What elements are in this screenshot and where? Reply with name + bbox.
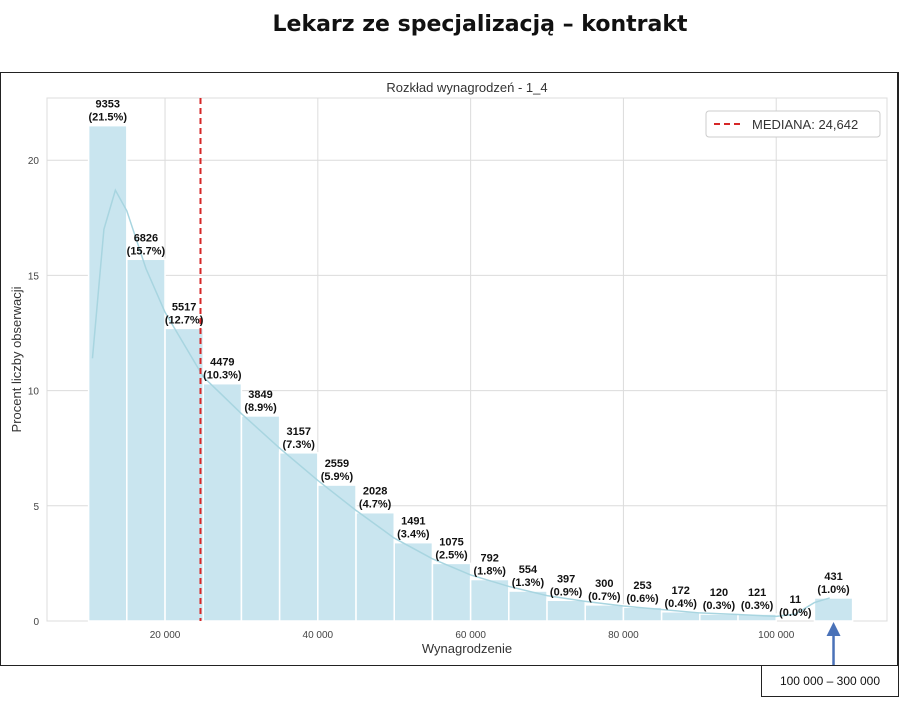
- y-tick-label: 0: [33, 617, 39, 628]
- bar-label: 792 (1.8%): [474, 553, 507, 578]
- histogram-bar: [278, 452, 319, 622]
- x-tick-label: 100 000: [758, 630, 795, 641]
- histogram-bar: [546, 599, 586, 622]
- y-axis-label: Procent liczby obserwacji: [9, 286, 24, 432]
- x-tick-label: 60 000: [455, 630, 486, 641]
- bar-label: 172 (0.4%): [665, 585, 698, 610]
- histogram-bar: [813, 597, 854, 622]
- bar-label: 2028 (4.7%): [359, 486, 392, 511]
- bar-label: 120 (0.3%): [703, 587, 736, 612]
- range-annotation: 100 000 – 300 000: [761, 665, 899, 697]
- bar-label: 11 (0.0%): [779, 594, 812, 619]
- bar-label: 6826 (15.7%): [127, 232, 166, 257]
- bar-label: 431 (1.0%): [817, 571, 850, 596]
- histogram-bar: [469, 578, 510, 622]
- histogram-bar: [126, 258, 166, 622]
- bar-label: 1075 (2.5%): [435, 536, 468, 561]
- x-tick-label: 20 000: [150, 630, 181, 641]
- y-tick-label: 10: [28, 387, 40, 398]
- legend-box: [705, 110, 881, 138]
- histogram-bar: [87, 124, 128, 622]
- kde-curve: [91, 188, 830, 618]
- y-tick-label: 5: [33, 502, 39, 513]
- bar-label: 3849 (8.9%): [244, 389, 277, 414]
- arrow-head-icon: [826, 622, 841, 636]
- x-tick-label: 40 000: [303, 630, 334, 641]
- histogram-bar: [584, 604, 625, 622]
- chart-frame: [0, 72, 899, 666]
- y-tick-label: 15: [28, 271, 40, 282]
- bar-label: 4479 (10.3%): [203, 357, 242, 382]
- chart-title: Rozkład wynagrodzeń - 1_4: [386, 80, 547, 95]
- x-axis-label: Wynagrodzenie: [422, 641, 512, 656]
- histogram-bar: [737, 613, 777, 622]
- histogram-bar: [240, 415, 281, 622]
- bar-label: 554 (1.3%): [512, 564, 545, 589]
- bar-label: 3157 (7.3%): [283, 426, 316, 451]
- bar-label: 1491 (3.4%): [397, 516, 430, 541]
- histogram-bar: [202, 382, 243, 622]
- x-tick-label: 80 000: [608, 630, 639, 641]
- bar-label: 5517 (12.7%): [165, 301, 204, 326]
- bar-label: 121 (0.3%): [741, 587, 774, 612]
- histogram-bar: [508, 590, 548, 622]
- bar-label: 2559 (5.9%): [321, 458, 354, 483]
- histogram-bar: [699, 613, 739, 622]
- page-heading: Lekarz ze specjalizacją – kontrakt: [272, 12, 688, 37]
- histogram-bar: [164, 327, 204, 622]
- histogram-bar: [355, 511, 395, 622]
- bar-label: 397 (0.9%): [550, 573, 583, 598]
- histogram-bar: [393, 541, 434, 622]
- bar-label: 9353 (21.5%): [88, 99, 127, 124]
- legend-label: MEDIANA: 24,642: [752, 117, 858, 132]
- histogram-bar: [317, 484, 357, 622]
- bar-label: 300 (0.7%): [588, 578, 621, 603]
- bar-label: 253 (0.6%): [626, 580, 659, 605]
- y-tick-label: 20: [28, 156, 40, 167]
